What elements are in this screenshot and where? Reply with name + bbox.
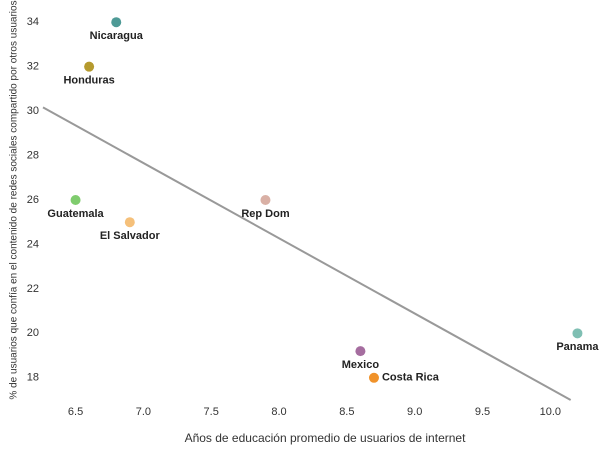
- y-tick-label: 26: [27, 194, 39, 206]
- point-label: Mexico: [342, 359, 380, 371]
- x-tick-label: 8.0: [271, 406, 286, 418]
- y-tick-label: 30: [27, 105, 39, 117]
- point-label: El Salvador: [100, 230, 161, 242]
- point-label: Guatemala: [47, 208, 104, 220]
- point-label: Panama: [556, 341, 599, 353]
- point-label: Honduras: [63, 75, 114, 87]
- y-tick-label: 20: [27, 327, 39, 339]
- point: [84, 61, 95, 72]
- point: [368, 372, 379, 383]
- x-tick-label: 8.5: [339, 406, 354, 418]
- point: [260, 195, 271, 205]
- y-axis-title: % de usuarios que confía en el contenido…: [9, 0, 20, 399]
- x-tick-label: 7.5: [204, 406, 219, 418]
- x-tick-label: 10.0: [540, 406, 561, 418]
- y-tick-label: 34: [27, 16, 39, 28]
- x-axis-title: Años de educación promedio de usuarios d…: [185, 431, 467, 445]
- y-tick-label: 22: [27, 283, 39, 295]
- y-tick-label: 24: [27, 238, 39, 250]
- point: [111, 17, 122, 28]
- point-label: Rep Dom: [241, 208, 290, 220]
- point: [355, 346, 366, 357]
- point-label: Nicaragua: [90, 30, 144, 42]
- x-tick-label: 6.5: [68, 406, 83, 418]
- x-tick-label: 9.5: [475, 406, 490, 418]
- x-tick-label: 9.0: [407, 406, 422, 418]
- y-tick-label: 28: [27, 149, 39, 161]
- point: [70, 195, 81, 205]
- x-tick-label: 7.0: [136, 406, 151, 418]
- trend-line: [42, 106, 572, 401]
- point-label: Costa Rica: [382, 372, 440, 384]
- y-tick-label: 32: [27, 61, 39, 73]
- point: [124, 217, 135, 228]
- y-tick-label: 18: [27, 372, 39, 384]
- point: [572, 328, 583, 339]
